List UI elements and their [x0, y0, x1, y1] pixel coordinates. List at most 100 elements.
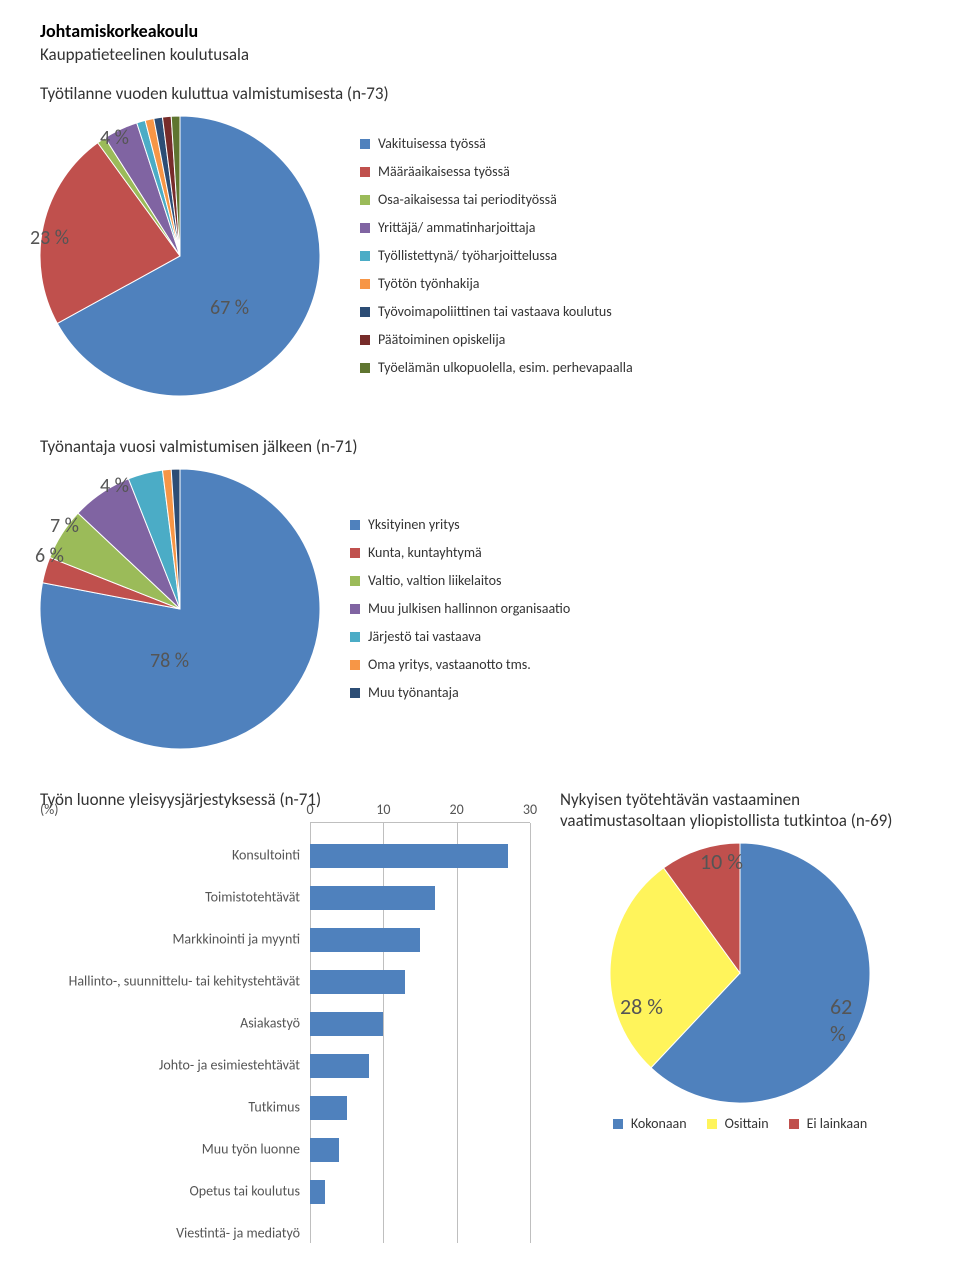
chart4-pie: 62 %28 %10 %	[610, 843, 870, 1103]
chart2-pie: 78 %6 %7 %4 %	[40, 469, 320, 749]
legend-item: Järjestö tai vastaava	[350, 623, 570, 651]
legend-label: Muu työnantaja	[368, 679, 459, 707]
legend-item: Kunta, kuntayhtymä	[350, 539, 570, 567]
legend-swatch	[360, 223, 370, 233]
bar	[310, 1054, 369, 1078]
legend-item: Päätoiminen opiskelija	[360, 326, 633, 354]
legend-label: Muu julkisen hallinnon organisaatio	[368, 595, 570, 623]
legend-label: Kokonaan	[631, 1115, 687, 1132]
legend-item: Yksityinen yritys	[350, 511, 570, 539]
legend-swatch	[360, 279, 370, 289]
bar-category-label: Muu työn luonne	[40, 1142, 300, 1159]
bar-category-label: Markkinointi ja myynti	[40, 932, 300, 949]
bar	[310, 1180, 325, 1204]
bar-category-label: Opetus tai koulutus	[40, 1184, 300, 1201]
page-subtitle: Kauppatieteelinen koulutusala	[40, 44, 920, 65]
tick-label: 30	[523, 801, 537, 818]
legend-label: Kunta, kuntayhtymä	[368, 539, 482, 567]
legend-swatch	[360, 167, 370, 177]
bar-category-label: Tutkimus	[40, 1100, 300, 1117]
chart2-section: Työnantaja vuosi valmistumisen jälkeen (…	[40, 436, 920, 749]
chart4-section: Nykyisen työtehtävän vastaaminen vaatimu…	[560, 789, 920, 1243]
bar-category-label: Johto- ja esimiestehtävät	[40, 1058, 300, 1075]
legend-label: Työtön työnhakija	[378, 270, 480, 298]
chart2-title: Työnantaja vuosi valmistumisen jälkeen (…	[40, 436, 920, 457]
page: Johtamiskorkeakoulu Kauppatieteelinen ko…	[0, 0, 960, 1263]
pie-pct-label: 7 %	[50, 514, 79, 538]
legend-label: Ei lainkaan	[807, 1115, 868, 1132]
chart1-legend: Vakituisessa työssäMääräaikaisessa työss…	[360, 130, 633, 382]
legend-swatch	[360, 307, 370, 317]
legend-item: Työelämän ulkopuolella, esim. perhevapaa…	[360, 354, 633, 382]
bar	[310, 1138, 339, 1162]
legend-label: Osa-aikaisessa tai periodityössä	[378, 186, 557, 214]
gridline	[530, 823, 531, 1243]
bar	[310, 844, 508, 868]
legend-swatch	[360, 251, 370, 261]
legend-item: Työtön työnhakija	[360, 270, 633, 298]
legend-swatch	[613, 1119, 623, 1129]
bar	[310, 970, 405, 994]
legend-label: Työelämän ulkopuolella, esim. perhevapaa…	[378, 354, 633, 382]
pie-pct-label: 62 %	[830, 993, 870, 1047]
chart4-legend: Kokonaan Osittain Ei lainkaan	[560, 1115, 920, 1132]
legend-item: Ei lainkaan	[789, 1115, 868, 1132]
legend-item: Oma yritys, vastaanotto tms.	[350, 651, 570, 679]
legend-swatch	[789, 1119, 799, 1129]
legend-swatch	[360, 139, 370, 149]
legend-item: Vakituisessa työssä	[360, 130, 633, 158]
pie-pct-label: 23 %	[30, 226, 69, 250]
bar-category-label: Toimistotehtävät	[40, 890, 300, 907]
legend-swatch	[350, 688, 360, 698]
legend-label: Määräaikaisessa työssä	[378, 158, 510, 186]
chart3-section: Työn luonne yleisyysjärjestyksessä (n-71…	[40, 789, 530, 1243]
bar-category-label: Viestintä- ja mediatyö	[40, 1226, 300, 1243]
tick-label: 10	[376, 801, 390, 818]
axis-title: (%)	[40, 801, 59, 818]
legend-item: Valtio, valtion liikelaitos	[350, 567, 570, 595]
legend-item: Osittain	[707, 1115, 769, 1132]
pie-pct-label: 6 %	[35, 544, 64, 568]
legend-swatch	[350, 660, 360, 670]
legend-label: Järjestö tai vastaava	[368, 623, 481, 651]
legend-label: Vakituisessa työssä	[378, 130, 486, 158]
legend-swatch	[350, 576, 360, 586]
legend-label: Työvoimapoliittinen tai vastaava koulutu…	[378, 298, 612, 326]
chart1-pie: 67 %23 %4 %	[40, 116, 320, 396]
bar-category-label: Hallinto-, suunnittelu- tai kehitystehtä…	[40, 974, 300, 991]
legend-item: Muu julkisen hallinnon organisaatio	[350, 595, 570, 623]
legend-label: Päätoiminen opiskelija	[378, 326, 505, 354]
legend-label: Työllistettynä/ työharjoittelussa	[378, 242, 557, 270]
chart1-section: Työtilanne vuoden kuluttua valmistumises…	[40, 83, 920, 396]
legend-item: Työllistettynä/ työharjoittelussa	[360, 242, 633, 270]
legend-label: Yksityinen yritys	[368, 511, 460, 539]
pie-pct-label: 67 %	[210, 296, 249, 320]
pie-pct-label: 4 %	[100, 126, 129, 150]
legend-swatch	[360, 363, 370, 373]
tick-label: 0	[306, 801, 313, 818]
legend-swatch	[707, 1119, 717, 1129]
chart1-title: Työtilanne vuoden kuluttua valmistumises…	[40, 83, 920, 104]
legend-item: Muu työnantaja	[350, 679, 570, 707]
tick-label: 20	[450, 801, 464, 818]
legend-swatch	[350, 520, 360, 530]
legend-label: Valtio, valtion liikelaitos	[368, 567, 501, 595]
chart3-bar: (%)0102030KonsultointiToimistotehtävätMa…	[40, 822, 530, 1243]
legend-swatch	[350, 604, 360, 614]
legend-swatch	[350, 548, 360, 558]
legend-item: Yrittäjä/ ammatinharjoittaja	[360, 214, 633, 242]
bar	[310, 1096, 347, 1120]
gridline	[457, 823, 458, 1243]
page-title: Johtamiskorkeakoulu	[40, 20, 920, 42]
legend-item: Kokonaan	[613, 1115, 687, 1132]
pie-pct-label: 10 %	[700, 848, 743, 875]
bar	[310, 1012, 383, 1036]
bar-category-label: Asiakastyö	[40, 1016, 300, 1033]
legend-swatch	[360, 335, 370, 345]
chart4-title: Nykyisen työtehtävän vastaaminen vaatimu…	[560, 789, 920, 831]
legend-item: Osa-aikaisessa tai periodityössä	[360, 186, 633, 214]
legend-item: Määräaikaisessa työssä	[360, 158, 633, 186]
bottom-row: Työn luonne yleisyysjärjestyksessä (n-71…	[40, 789, 920, 1243]
legend-item: Työvoimapoliittinen tai vastaava koulutu…	[360, 298, 633, 326]
bar-category-label: Konsultointi	[40, 848, 300, 865]
